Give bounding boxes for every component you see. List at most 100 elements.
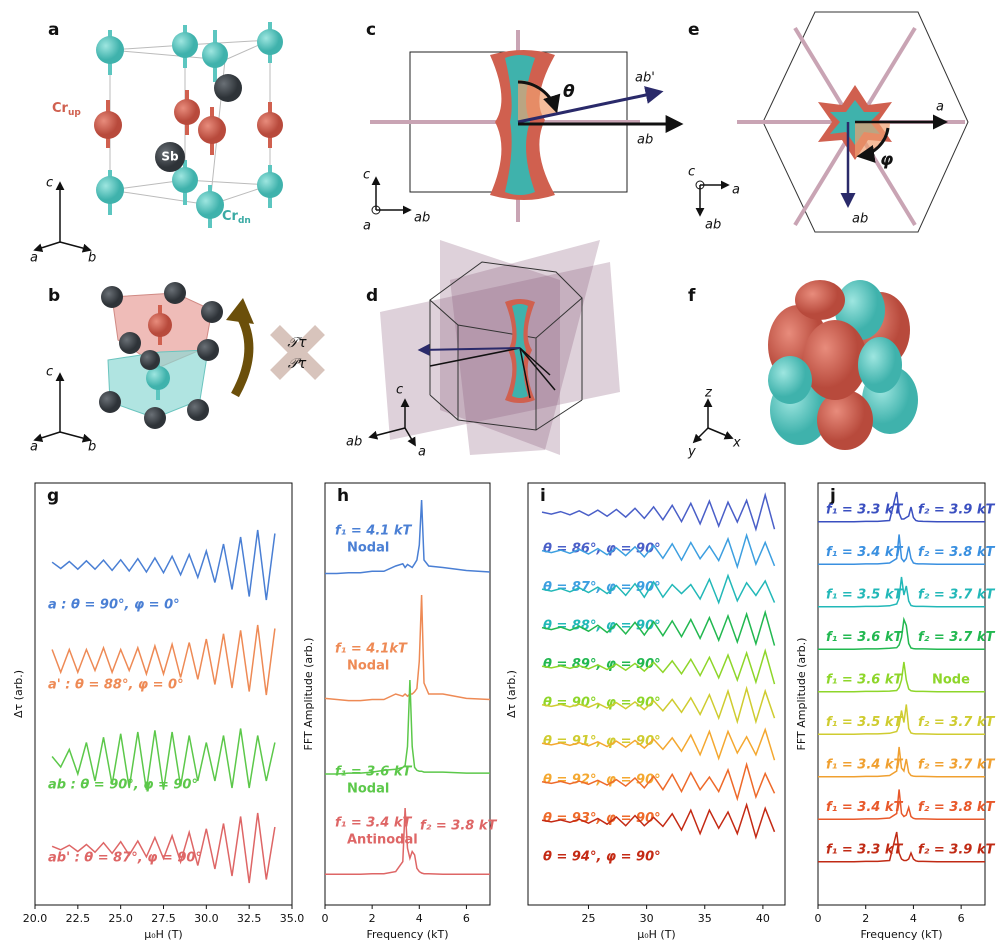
series-label: f₂ = 3.7 kT	[918, 630, 995, 645]
axis-label: c	[396, 383, 403, 398]
series-note: Nodal	[347, 541, 389, 556]
series-label: f₂ = 3.9 kT	[918, 503, 995, 518]
series-label: f₂ = 3.7 kT	[918, 758, 995, 773]
rotation-arrowhead	[226, 298, 254, 324]
series-label: θ = 92°, φ = 90°	[543, 773, 661, 788]
x-tick-label: 0	[322, 912, 329, 925]
vector-label: ab	[852, 212, 868, 227]
axis-label: a	[418, 445, 426, 460]
trace	[818, 746, 985, 778]
trace	[818, 831, 985, 863]
series-label: f₁ = 3.4 kT	[826, 800, 903, 815]
panel-label: f	[688, 286, 696, 306]
series-label: f₂ = 3.7 kT	[918, 588, 995, 603]
cr-base: Cr	[222, 209, 239, 224]
series-label: f₁ = 3.4 kT	[826, 545, 903, 560]
trace	[325, 679, 490, 775]
series-label: ab' : θ = 87°, φ = 90°	[48, 851, 202, 866]
panel-d: d c ab a	[346, 240, 620, 460]
series-label: θ = 88°, φ = 90°	[543, 619, 661, 634]
x-tick-label: 6	[463, 912, 470, 925]
axis-label: ab	[705, 218, 721, 233]
trace	[51, 812, 276, 884]
series-label: θ = 86°, φ = 90°	[543, 542, 661, 557]
y-axis-label: FFT Amplitude (arb.)	[795, 638, 808, 751]
angle-arc	[856, 127, 890, 163]
series-label: a' : θ = 88°, φ = 0°	[48, 678, 184, 693]
atoms	[94, 22, 283, 228]
trace	[325, 807, 490, 876]
series-label: f₁ = 3.6 kT	[335, 765, 412, 780]
vector	[417, 343, 521, 356]
series-label: θ = 87°, φ = 90°	[543, 580, 661, 595]
panel-f: f z y x	[687, 280, 918, 460]
axis-label: x	[732, 436, 741, 451]
out-of-plane	[695, 180, 705, 190]
series-label: f₂ = 3.8 kT	[420, 819, 497, 834]
theta-label: θ	[563, 82, 575, 102]
x-tick-label: 2	[369, 912, 376, 925]
panel-label: j	[829, 486, 836, 506]
vector-label: a	[936, 100, 944, 115]
axis-label: c	[688, 165, 695, 180]
phi-label: φ	[880, 150, 893, 170]
panel-label: e	[688, 20, 700, 40]
axes-triad	[33, 181, 92, 253]
panel-label: i	[540, 486, 546, 506]
axis-label: y	[687, 445, 696, 460]
series-label: f₁ = 3.4 kT	[826, 758, 903, 773]
plot-frame	[34, 482, 293, 906]
axes-triad	[371, 176, 412, 215]
symmetry-label: 𝒯τ	[287, 335, 307, 351]
trace	[51, 529, 276, 601]
trace	[325, 499, 491, 575]
series-label: f₁ = 3.4 kT	[335, 816, 412, 831]
series-note: Node	[932, 673, 970, 688]
x-axis-label: μ₀H (T)	[637, 928, 675, 941]
series-label: f₂ = 3.7 kT	[918, 715, 995, 730]
trace	[51, 728, 276, 790]
trace	[541, 648, 776, 685]
axis-label: ab	[346, 435, 362, 450]
cross	[270, 325, 325, 380]
axis-label: a	[363, 219, 371, 234]
axes-triad	[695, 180, 730, 217]
trace	[818, 491, 985, 523]
panel-label: a	[48, 20, 59, 40]
trace	[818, 704, 985, 735]
series-note: Nodal	[347, 659, 389, 674]
axis-label: b	[88, 440, 96, 455]
y-axis-label: Δτ (arb.)	[12, 670, 25, 718]
x-tick-label: 40	[756, 912, 770, 925]
series-label: f₁ = 3.5 kT	[826, 588, 903, 603]
axis-label: ab	[414, 211, 430, 226]
series-label: f₁ = 3.3 kT	[826, 843, 903, 858]
symmetry-label: 𝒫τ	[288, 356, 307, 372]
angle-arc	[517, 80, 561, 114]
cr-sub: up	[68, 108, 81, 118]
series-label: f₁ = 3.6 kT	[826, 630, 903, 645]
trace	[541, 573, 776, 605]
panel-label: b	[48, 286, 60, 306]
x-tick-label: 27.5	[151, 912, 176, 925]
trace	[541, 761, 776, 802]
trace	[541, 609, 776, 647]
axis-label: a	[30, 251, 38, 266]
panel-c: c θ ab' ab c a ab	[363, 20, 684, 234]
series-note: Nodal	[347, 782, 389, 797]
trace	[541, 532, 776, 570]
axis-label: c	[46, 176, 53, 191]
y-axis-label: Δτ (arb.)	[505, 670, 518, 718]
trace	[51, 624, 276, 696]
axes-triad	[33, 372, 92, 443]
panel-e: e a φ ab c a ab	[688, 11, 969, 233]
trace	[818, 789, 985, 820]
plot-frame	[324, 482, 491, 906]
series-label: a : θ = 90°, φ = 0°	[48, 598, 180, 613]
y-axis-label: FFT Amplitude (arb.)	[302, 638, 315, 751]
axis-label: c	[363, 168, 370, 183]
series-note: Antinodal	[347, 833, 418, 848]
panel-label: g	[47, 486, 59, 506]
axis-label: c	[46, 365, 53, 380]
